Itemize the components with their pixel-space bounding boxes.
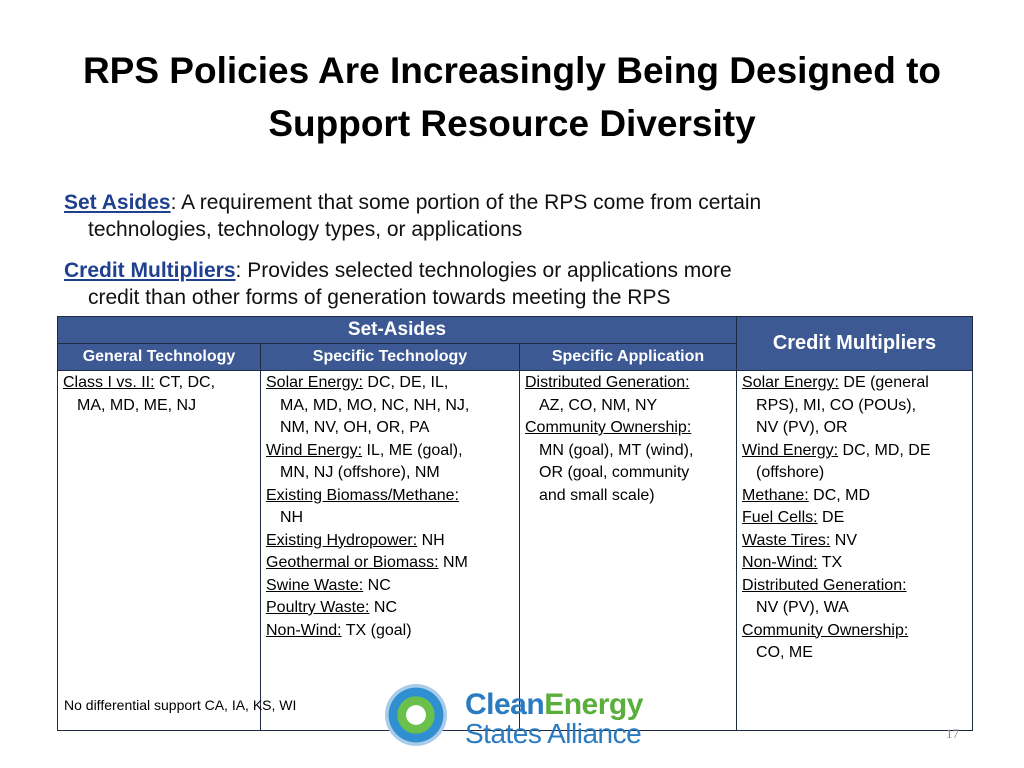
entry-label: Existing Hydropower: <box>266 531 418 549</box>
slide-title: RPS Policies Are Increasingly Being Desi… <box>0 44 1024 150</box>
table-entry: Methane: DC, MD <box>742 485 968 508</box>
term-set-asides: Set Asides <box>64 191 171 214</box>
entry-label: Methane: <box>742 486 809 504</box>
entry-value: CT, DC, <box>154 374 216 391</box>
cell-specific-technology: Solar Energy: DC, DE, IL, MA, MD, MO, NC,… <box>260 370 520 731</box>
table-entry: Solar Energy: DC, DE, IL, MA, MD, MO, NC,… <box>266 372 515 440</box>
entry-value-continued: CO, ME <box>756 644 813 661</box>
cell-general-technology: Class I vs. II: CT, DC, MA, MD, ME, NJ <box>57 370 261 731</box>
entry-value: NH <box>417 531 445 549</box>
entry-value: TX <box>817 554 843 571</box>
entry-value-continued: (offshore) <box>756 464 825 481</box>
table-entry: Existing Biomass/Methane: NH <box>266 485 515 530</box>
entry-value-continued: RPS), MI, CO (POUs), <box>756 396 917 414</box>
table-entry: Distributed Generation: AZ, CO, NM, NY <box>525 372 732 417</box>
entry-value: NM <box>438 554 468 571</box>
definition-text-continued: technologies, technology types, or appli… <box>88 218 523 241</box>
entry-value-continued: MN, NJ (offshore), NM <box>280 464 440 481</box>
entry-label: Geothermal or Biomass: <box>266 554 439 571</box>
entry-label: Poultry Waste: <box>266 599 370 616</box>
entry-value-continued: NV (PV), WA <box>756 599 849 616</box>
entry-value: NC <box>369 599 397 616</box>
entry-value: DC, DE, IL, <box>362 374 449 391</box>
entry-value-continued: NV (PV), OR <box>756 419 848 436</box>
entry-value-continued: and small scale) <box>539 486 655 504</box>
entry-value: NV <box>830 531 857 549</box>
cell-credit-multipliers: Solar Energy: DE (general RPS), MI, CO (P… <box>736 370 974 731</box>
cell-specific-application: Distributed Generation: AZ, CO, NM, NY Com… <box>518 370 738 731</box>
entry-label: Non-Wind: <box>266 621 342 639</box>
table-entry: Distributed Generation: NV (PV), WA <box>742 575 968 620</box>
entry-value-continued: NH <box>280 509 304 526</box>
policy-table: Set-Asides Credit Multipliers General Te… <box>56 316 974 731</box>
entry-label: Swine Waste: <box>266 576 364 594</box>
table-entry: Wind Energy: IL, ME (goal), MN, NJ (offsh… <box>266 440 515 485</box>
entry-label: Non-Wind: <box>742 554 818 571</box>
entry-label: Distributed Generation: <box>742 576 907 594</box>
table-entry: Non-Wind: TX (goal) <box>266 620 515 643</box>
definition-text-continued: credit than other forms of generation to… <box>88 286 671 309</box>
definition-set-asides: Set Asides: A requirement that some port… <box>64 189 964 243</box>
entry-label: Fuel Cells: <box>742 509 818 526</box>
entry-value: IL, ME (goal), <box>362 441 463 459</box>
header-general-technology: General Technology <box>57 343 261 371</box>
definition-text: : Provides selected technologies or appl… <box>235 259 732 282</box>
term-credit-multipliers: Credit Multipliers <box>64 259 236 282</box>
table-entry: Existing Hydropower: NH <box>266 530 515 553</box>
entry-label: Solar Energy: <box>742 374 839 391</box>
entry-label: Solar Energy: <box>266 374 363 391</box>
definition-text: : A requirement that some portion of the… <box>170 191 762 214</box>
entry-value-continued: MN (goal), MT (wind), <box>539 441 694 459</box>
table-entry: Swine Waste: NC <box>266 575 515 598</box>
entry-value: DE (general <box>838 374 929 391</box>
entry-value: DC, MD, DE <box>838 441 931 459</box>
table-entry: Poultry Waste: NC <box>266 597 515 620</box>
header-specific-technology: Specific Technology <box>260 343 520 371</box>
table-entry: Non-Wind: TX <box>742 552 968 575</box>
header-credit-multipliers: Credit Multipliers <box>736 316 974 371</box>
entry-label: Waste Tires: <box>742 531 831 549</box>
entry-value-continued: OR (goal, community <box>539 464 690 481</box>
entry-value-continued: AZ, CO, NM, NY <box>539 396 658 414</box>
entry-label: Distributed Generation: <box>525 374 690 391</box>
entry-label: Wind Energy: <box>266 441 363 459</box>
entry-value: DE <box>817 509 845 526</box>
table-entry: Geothermal or Biomass: NM <box>266 552 515 575</box>
entry-label: Community Ownership: <box>742 621 909 639</box>
entry-label: Class I vs. II: <box>63 374 155 391</box>
logo-word-energy: Energy <box>544 688 643 721</box>
entry-value: DC, MD <box>808 486 871 504</box>
table-entry: Community Ownership: CO, ME <box>742 620 968 665</box>
definition-credit-multipliers: Credit Multipliers: Provides selected te… <box>64 257 964 311</box>
page-number: 17 <box>946 726 959 741</box>
entry-label: Community Ownership: <box>525 419 692 436</box>
logo-circle-icon <box>385 684 447 746</box>
table-entry: Fuel Cells: DE <box>742 507 968 530</box>
header-specific-application: Specific Application <box>518 343 738 371</box>
header-set-asides: Set-Asides <box>56 316 738 344</box>
entry-value: NC <box>363 576 391 594</box>
table-entry: Community Ownership: MN (goal), MT (wind)… <box>525 417 732 507</box>
logo-text-clean-energy: CleanEnergy <box>465 688 643 722</box>
entry-value-continued: NM, NV, OH, OR, PA <box>280 419 430 436</box>
entry-value-continued: MA, MD, MO, NC, NH, NJ, <box>280 396 470 414</box>
table-entry: Solar Energy: DE (general RPS), MI, CO (P… <box>742 372 968 440</box>
cesa-logo: CleanEnergy States Alliance <box>385 682 655 749</box>
logo-word-clean: Clean <box>465 688 545 721</box>
footnote: No differential support CA, IA, KS, WI <box>64 697 297 713</box>
logo-text-states-alliance: States Alliance <box>465 718 642 749</box>
entry-value: TX (goal) <box>341 621 412 639</box>
entry-value-continued: MA, MD, ME, NJ <box>77 396 197 414</box>
title-line-1: RPS Policies Are Increasingly Being Desi… <box>82 50 942 91</box>
entry-label: Existing Biomass/Methane: <box>266 486 459 504</box>
title-line-2: Support Resource Diversity <box>268 103 756 144</box>
entry-label: Wind Energy: <box>742 441 839 459</box>
table-entry: Class I vs. II: CT, DC, MA, MD, ME, NJ <box>63 372 256 417</box>
table-entry: Waste Tires: NV <box>742 530 968 553</box>
table-entry: Wind Energy: DC, MD, DE (offshore) <box>742 440 968 485</box>
